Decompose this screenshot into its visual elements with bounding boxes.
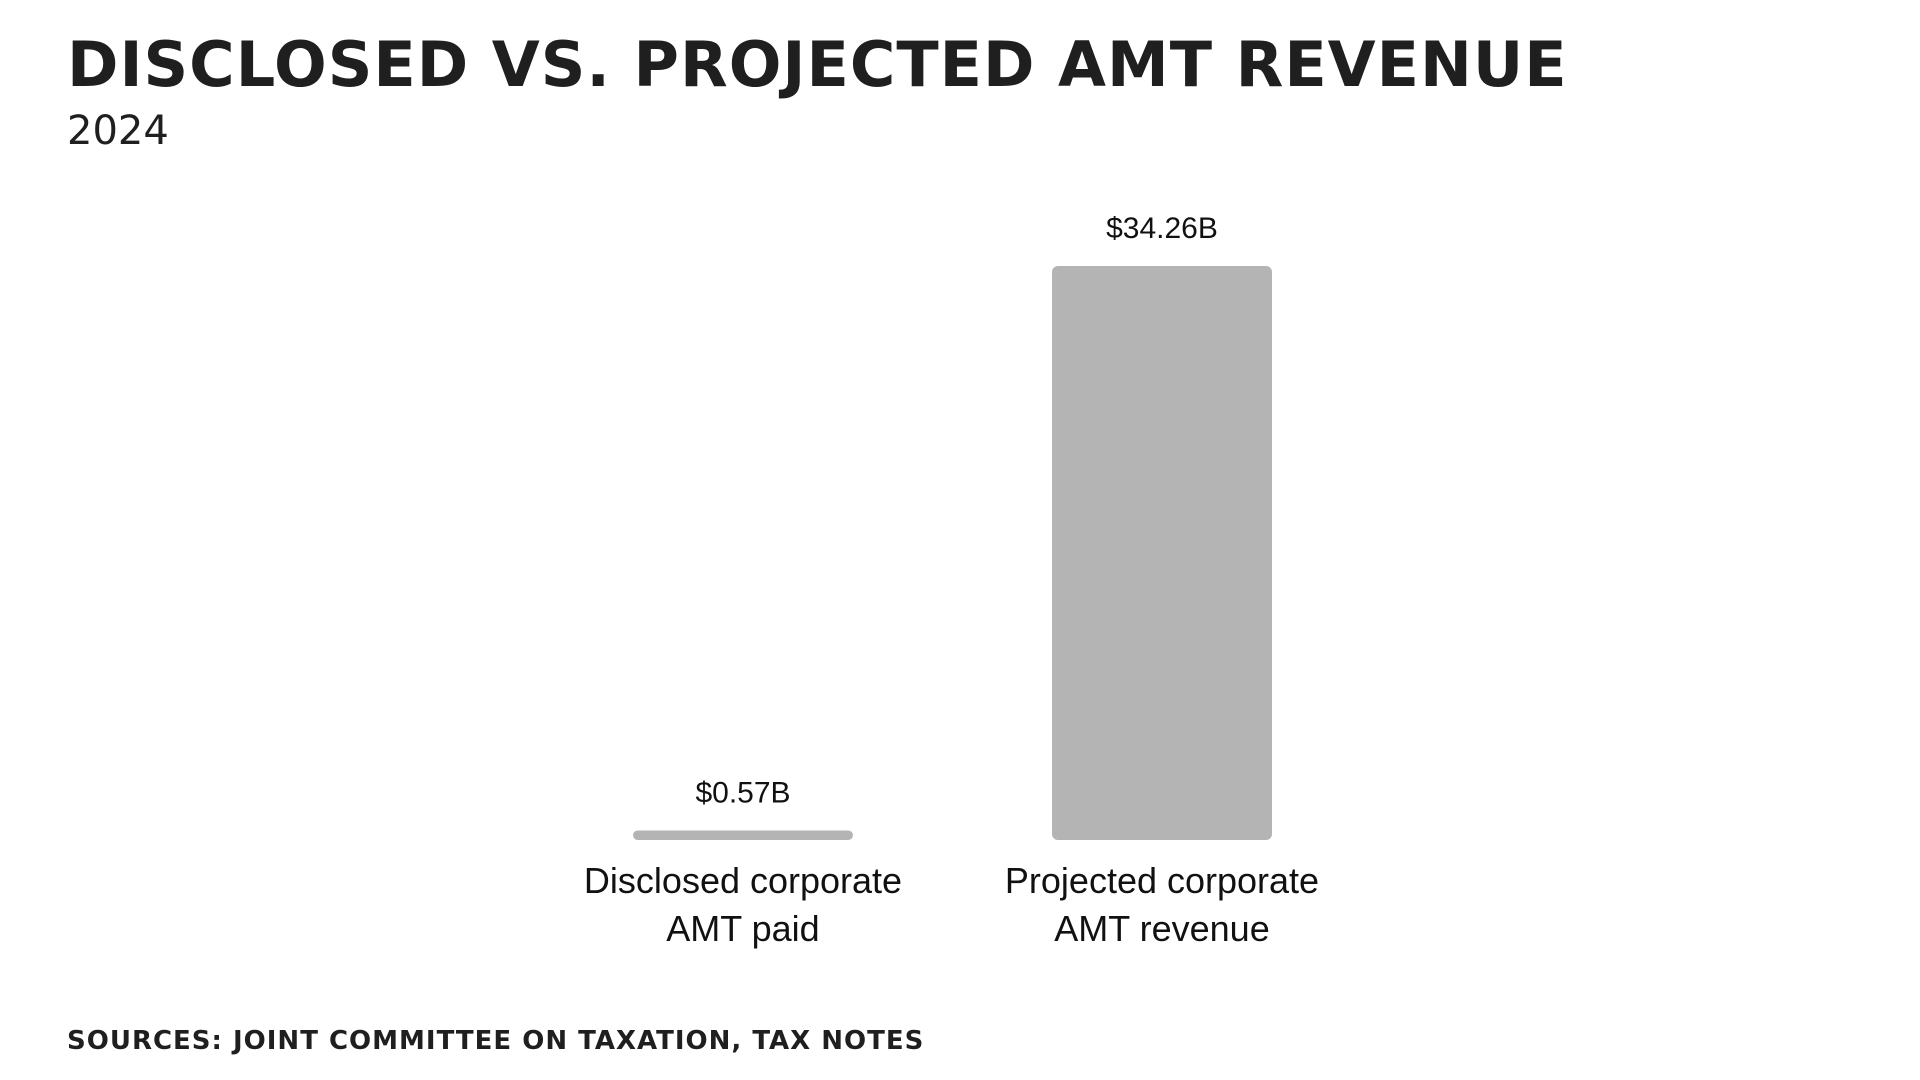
category-label-1-line-2: AMT paid [666, 908, 819, 949]
value-label-1: $0.57B [695, 776, 790, 809]
bar-1 [633, 830, 853, 840]
bar-chart: $0.57B Disclosed corporate AMT paid $34.26B… [584, 212, 1319, 949]
category-label-2-line-1: Projected corporate [1005, 860, 1319, 901]
source-note: Sources: Joint Committee on Taxation, Ta… [67, 1026, 925, 1056]
category-label-1-line-1: Disclosed corporate [584, 860, 902, 901]
chart-subtitle: 2024 [67, 108, 169, 154]
bar-2 [1052, 266, 1272, 840]
category-label-2-line-2: AMT revenue [1054, 908, 1269, 949]
chart-title: Disclosed vs. projected AMT revenue [67, 28, 1568, 101]
value-label-2: $34.26B [1106, 212, 1218, 245]
